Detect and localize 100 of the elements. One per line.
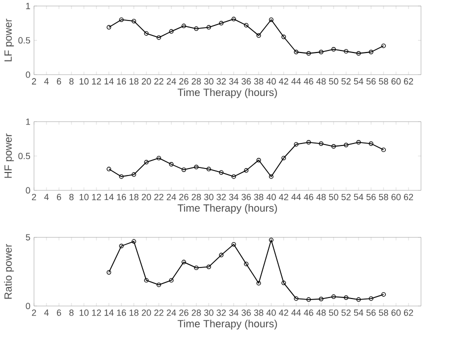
point	[368, 50, 374, 54]
x-tick-label: 40	[266, 78, 276, 85]
point	[119, 17, 124, 22]
point	[232, 242, 236, 247]
x-tick-label: 8	[69, 310, 74, 316]
point	[219, 170, 224, 175]
x-tick-label: 4	[44, 78, 49, 84]
x-tick-label: 40	[266, 310, 276, 316]
x-tick-label: 60	[392, 194, 401, 200]
y-tick-label: 1	[26, 2, 30, 10]
x-tick-label: 34	[229, 194, 238, 200]
y-axis-title: HF power	[4, 134, 14, 178]
point	[132, 239, 136, 244]
y-tick-label: 0.5	[18, 152, 30, 160]
point	[356, 140, 361, 145]
x-tick-label: 62	[404, 78, 414, 85]
point	[306, 51, 311, 56]
x-tick-label: 52	[341, 310, 351, 316]
x-tick-label: 12	[92, 310, 101, 316]
x-tick-label: 32	[216, 310, 226, 316]
x-tick-label: 32	[216, 78, 226, 85]
point	[182, 24, 186, 28]
x-tick-label: 42	[278, 310, 288, 316]
x-tick-label: 16	[117, 194, 126, 200]
x-tick-label: 38	[254, 194, 264, 200]
point	[294, 296, 298, 301]
x-tick-label: 18	[130, 78, 138, 85]
point	[182, 167, 186, 172]
x-tick-label: 12	[92, 78, 101, 84]
x-tick-label: 52	[341, 194, 351, 200]
x-tick-label: 60	[392, 78, 401, 85]
x-tick-label: 62	[404, 310, 414, 316]
x-tick-label: 46	[304, 310, 314, 316]
point	[318, 50, 324, 54]
point	[156, 282, 162, 288]
point	[219, 252, 224, 258]
y-axis-title: Ratio power	[4, 244, 14, 299]
y-tick-label: 0	[26, 187, 30, 194]
point	[206, 264, 212, 270]
x-tick-label: 44	[291, 194, 301, 200]
point	[194, 266, 199, 270]
x-tick-label: 34	[229, 310, 238, 316]
x-tick-label: 14	[104, 310, 114, 316]
point	[169, 278, 174, 283]
x-tick-label: 22	[154, 310, 164, 316]
x-tick-label: 6	[56, 78, 62, 85]
x-axis-title: Time Therapy (hours)	[178, 320, 277, 330]
point	[294, 142, 298, 147]
point	[256, 33, 261, 38]
x-tick-label: 24	[166, 78, 176, 84]
x-tick-label: 40	[266, 194, 276, 200]
x-tick-label: 56	[366, 310, 376, 316]
x-tick-label: 46	[304, 78, 314, 85]
x-tick-label: 50	[328, 310, 338, 316]
x-axis-title: Time Therapy (hours)	[178, 204, 277, 214]
x-tick-label: 10	[80, 194, 89, 200]
x-tick-label: 20	[142, 194, 151, 200]
point	[344, 295, 348, 300]
x-tick-label: 6	[56, 310, 62, 316]
x-tick-label: 20	[142, 78, 151, 85]
x-tick-label: 54	[354, 310, 364, 316]
x-tick-label: 24	[166, 194, 176, 200]
x-tick-label: 28	[192, 78, 201, 85]
point	[318, 141, 324, 146]
point	[144, 278, 149, 283]
point	[169, 29, 174, 34]
point	[368, 296, 374, 301]
x-tick-label: 18	[130, 310, 138, 316]
point	[244, 262, 248, 266]
point	[268, 17, 274, 22]
point	[281, 156, 286, 160]
point	[206, 166, 212, 172]
point	[232, 16, 236, 22]
y-tick-label: 5	[26, 234, 30, 240]
point	[169, 162, 174, 166]
x-tick-label: 18	[130, 194, 138, 200]
point	[306, 297, 311, 302]
point	[194, 26, 199, 31]
point	[331, 47, 336, 52]
x-tick-label: 52	[341, 78, 351, 85]
point	[244, 168, 248, 173]
point	[356, 51, 361, 56]
point	[232, 174, 236, 179]
point	[268, 174, 274, 179]
x-tick-label: 42	[278, 78, 288, 84]
x-tick-label: 56	[366, 78, 376, 85]
x-tick-label: 62	[404, 194, 414, 200]
x-tick-label: 36	[242, 310, 251, 316]
point	[268, 238, 274, 242]
y-axis-title: LF power	[4, 18, 14, 62]
x-tick-label: 58	[378, 78, 388, 85]
x-tick-label: 4	[44, 310, 49, 316]
point	[344, 142, 348, 148]
y-tick-label: 1	[26, 118, 30, 125]
x-tick-label: 46	[304, 194, 314, 200]
point	[219, 20, 224, 26]
point	[344, 49, 348, 54]
point	[256, 158, 261, 162]
x-tick-label: 44	[291, 78, 301, 84]
x-tick-label: 10	[80, 78, 89, 85]
